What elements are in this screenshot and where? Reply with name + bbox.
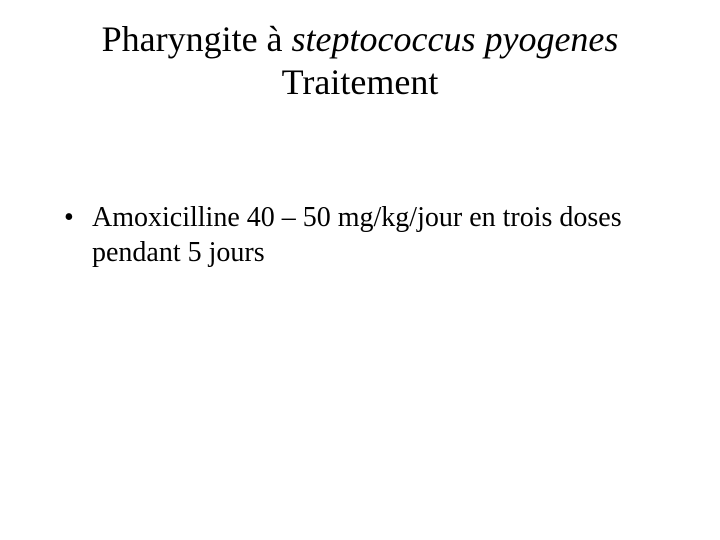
slide-title: Pharyngite à steptococcus pyogenes Trait… — [0, 18, 720, 104]
title-prefix: Pharyngite à — [102, 19, 292, 59]
list-item: Amoxicilline 40 – 50 mg/kg/jour en trois… — [64, 200, 664, 270]
title-line2: Traitement — [282, 62, 439, 102]
title-organism: steptococcus pyogenes — [292, 19, 619, 59]
bullet-list: Amoxicilline 40 – 50 mg/kg/jour en trois… — [64, 200, 664, 270]
slide: Pharyngite à steptococcus pyogenes Trait… — [0, 0, 720, 540]
bullet-text: Amoxicilline 40 – 50 mg/kg/jour en trois… — [92, 202, 622, 268]
slide-body: Amoxicilline 40 – 50 mg/kg/jour en trois… — [64, 200, 664, 284]
